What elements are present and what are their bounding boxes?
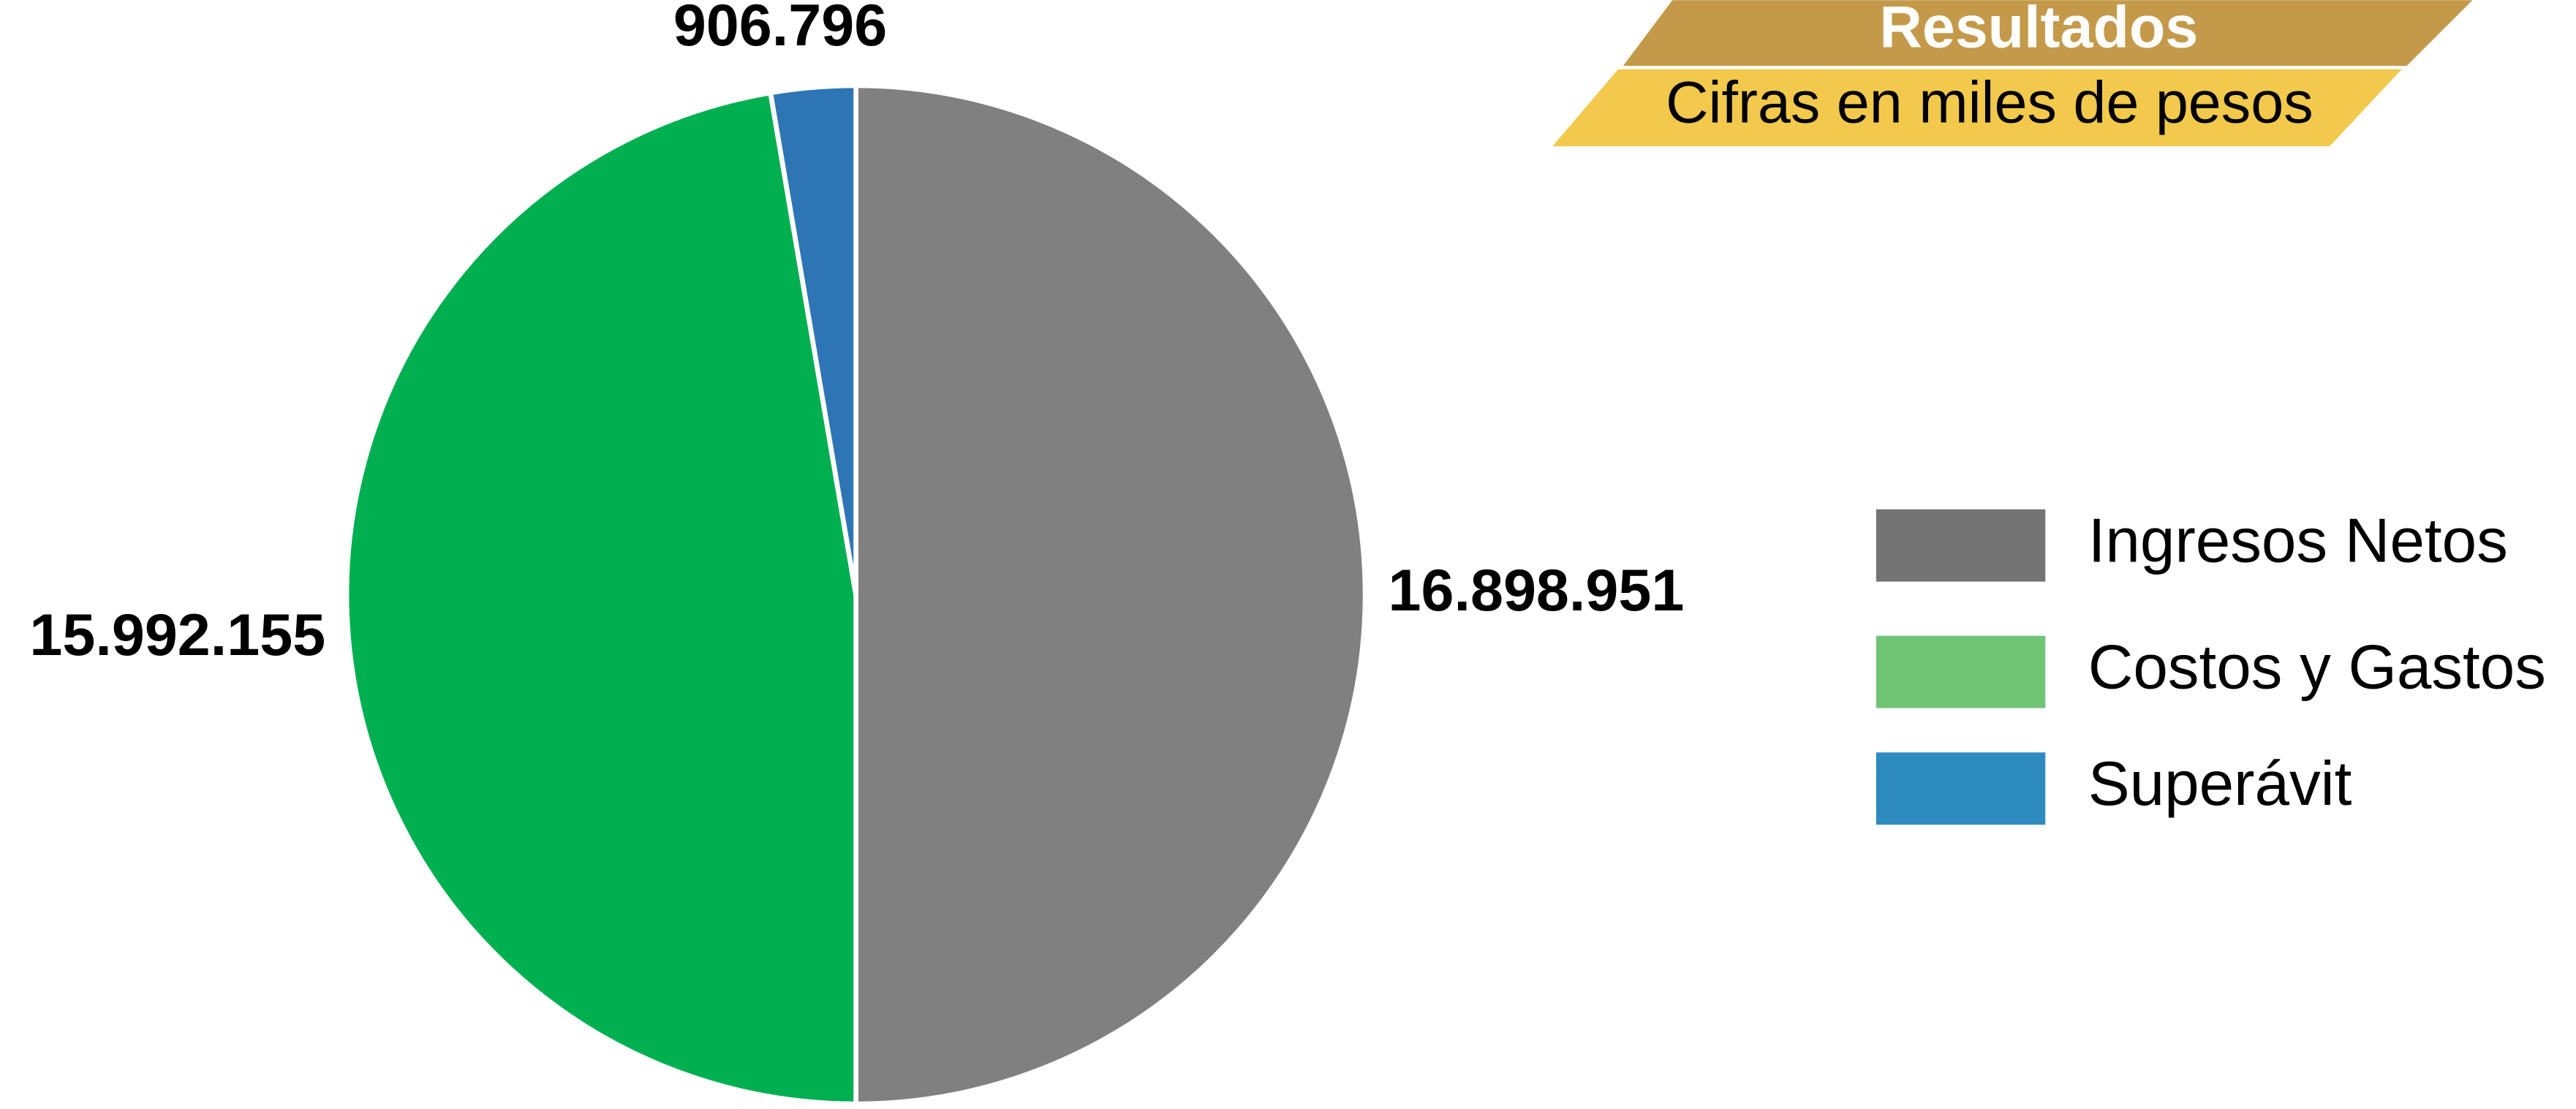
subtitle-banner bbox=[1552, 69, 2402, 147]
data-label: 16.898.951 bbox=[1389, 558, 1685, 624]
data-label: 906.796 bbox=[673, 0, 887, 58]
legend-label: Superávit bbox=[2088, 749, 2352, 819]
legend-label: Ingresos Netos bbox=[2088, 507, 2508, 576]
pie-slice bbox=[767, 83, 858, 596]
title-banner bbox=[1623, 0, 2473, 67]
pie-slice bbox=[853, 83, 1368, 1107]
chart-title: Resultados bbox=[1879, 0, 2198, 60]
legend-label: Costos y Gastos bbox=[2088, 633, 2546, 703]
data-label: 15.992.155 bbox=[29, 602, 325, 668]
chart-subtitle: Cifras en miles de pesos bbox=[1666, 70, 2314, 136]
legend-swatch bbox=[1876, 635, 2046, 708]
legend-swatch bbox=[1876, 509, 2046, 582]
pie-slice bbox=[344, 90, 858, 1107]
legend-swatch bbox=[1876, 752, 2046, 825]
